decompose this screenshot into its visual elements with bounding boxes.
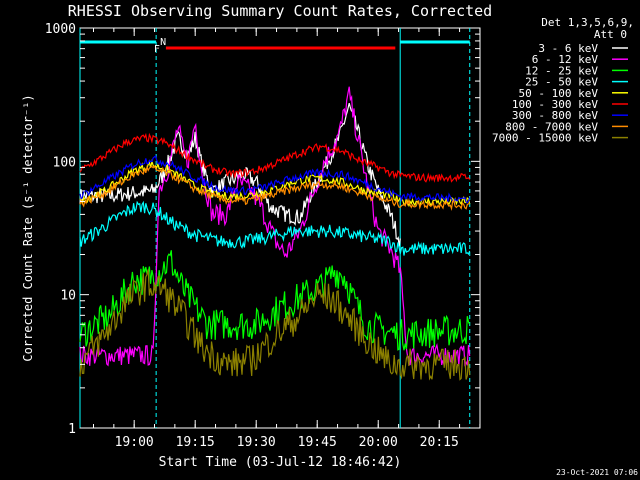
legend-label: 6 - 12 keV xyxy=(532,53,599,66)
axes: 19:00 19:15 19:30 19:45 20:00 20:15 1 10 100 1000 xyxy=(45,22,481,450)
x-tick-label: 20:15 xyxy=(420,435,459,450)
series-line-3 xyxy=(79,200,471,256)
flag-label-f: F xyxy=(154,44,160,55)
series-line-8 xyxy=(79,269,471,381)
legend-header-detectors: Det 1,3,5,6,9, xyxy=(541,16,634,29)
legend-header-attenuator: Att 0 xyxy=(594,28,627,41)
series-line-2 xyxy=(79,250,471,351)
legend-label: 3 - 6 keV xyxy=(538,42,598,55)
x-tick-label: 19:45 xyxy=(298,435,337,450)
footer-timestamp: 23-Oct-2021 07:06 xyxy=(556,468,638,477)
series-line-6 xyxy=(79,154,471,204)
series-line-0 xyxy=(79,102,401,247)
flag-bars: NF xyxy=(79,28,471,428)
x-tick-label: 19:15 xyxy=(176,435,215,450)
legend-label: 7000 - 15000 keV xyxy=(492,132,598,145)
y-tick-label: 100 xyxy=(53,155,76,170)
x-tick-label: 20:00 xyxy=(359,435,398,450)
y-tick-label: 1000 xyxy=(45,22,76,37)
series-line-7 xyxy=(79,165,470,211)
y-axis-label: Corrected Count Rate (s⁻¹ detector⁻¹) xyxy=(21,94,35,361)
legend-label: 300 - 800 keV xyxy=(512,109,598,122)
x-tick-label: 19:00 xyxy=(115,435,154,450)
x-axis-label: Start Time (03-Jul-12 18:46:42) xyxy=(159,455,402,470)
series-line-5 xyxy=(79,132,471,183)
x-tick-label: 19:30 xyxy=(237,435,276,450)
legend-label: 12 - 25 keV xyxy=(525,64,598,77)
series-lines xyxy=(79,86,471,381)
legend-label: 100 - 300 keV xyxy=(512,98,598,111)
flag-label-n: N xyxy=(160,37,166,48)
y-tick-label: 10 xyxy=(60,289,76,304)
legend-label: 800 - 7000 keV xyxy=(505,120,598,133)
legend-label: 25 - 50 keV xyxy=(525,76,598,89)
chart-title: RHESSI Observing Summary Count Rates, Co… xyxy=(68,2,492,20)
legend-label: 50 - 100 keV xyxy=(519,87,599,100)
y-tick-label: 1 xyxy=(68,422,76,437)
